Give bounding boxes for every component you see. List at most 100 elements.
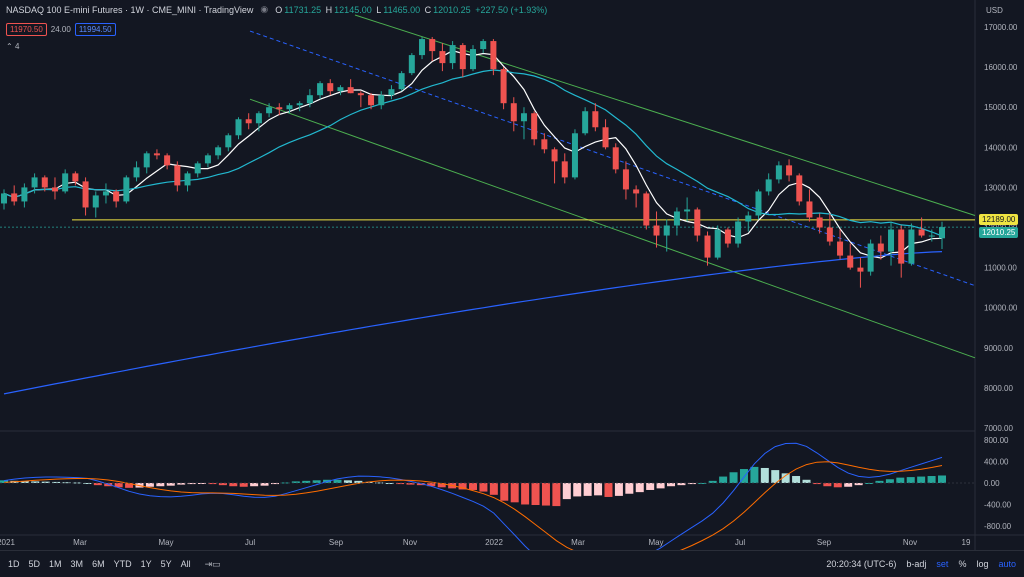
macd-histogram-bar — [844, 483, 853, 487]
candle-body — [765, 179, 772, 192]
candle-body — [520, 113, 527, 122]
timeframe-6m[interactable]: 6M — [92, 559, 105, 569]
date-range-icon[interactable]: ⇥▭ — [204, 558, 221, 569]
axis-currency[interactable]: USD — [986, 6, 1003, 15]
timeframe-5y[interactable]: 5Y — [160, 559, 172, 569]
macd-histogram-bar — [479, 483, 488, 492]
macd-histogram-bar — [166, 483, 175, 486]
macd-histogram-bar — [802, 479, 811, 483]
sell-button[interactable]: 11970.50 — [6, 23, 47, 36]
symbol-title[interactable]: NASDAQ 100 E-mini Futures · 1W · CME_MIN… — [6, 4, 254, 15]
macd-histogram-bar — [62, 482, 71, 484]
timeframe-ytd[interactable]: YTD — [113, 559, 132, 569]
candle-body — [286, 105, 293, 110]
macd-histogram-bar — [41, 481, 50, 483]
time-tick-label: Jul — [245, 538, 255, 547]
macd-tick-label: 800.00 — [984, 436, 1009, 445]
candle-body — [102, 191, 109, 196]
macd-histogram-bar — [218, 483, 227, 486]
timeframe-1m[interactable]: 1M — [49, 559, 62, 569]
macd-histogram-bar — [729, 472, 738, 483]
timeframe-buttons: 1D 5D 1M 3M 6M YTD 1Y 5Y All — [8, 559, 191, 569]
percent-toggle[interactable]: % — [958, 559, 967, 569]
set-toggle[interactable]: set — [936, 559, 949, 569]
close-label: C — [424, 4, 432, 15]
auto-toggle[interactable]: auto — [998, 559, 1016, 569]
timeframe-all[interactable]: All — [180, 559, 191, 569]
candle-body — [837, 241, 844, 256]
candle-body — [296, 103, 303, 106]
macd-histogram-bar — [771, 470, 780, 483]
visibility-eye-icon[interactable]: ◉ — [260, 4, 269, 14]
macd-histogram-bar — [938, 475, 946, 483]
macd-histogram-bar — [677, 483, 686, 486]
macd-histogram-bar — [541, 483, 550, 506]
macd-histogram-bar — [510, 483, 519, 503]
macd-histogram-bar — [917, 476, 926, 483]
timeframe-1d[interactable]: 1D — [8, 559, 20, 569]
macd-tick-label: -800.00 — [984, 522, 1012, 531]
candle-body — [531, 113, 538, 140]
low-value: 11465.00 — [383, 4, 421, 15]
candle-body — [500, 69, 507, 104]
candle-body — [490, 41, 497, 70]
time-tick-label: May — [158, 538, 173, 547]
candle-body — [653, 225, 660, 236]
macd-histogram-bar — [635, 483, 644, 493]
macd-histogram-bar — [875, 480, 884, 483]
candle-body — [786, 165, 793, 176]
timeframe-5d[interactable]: 5D — [28, 559, 41, 569]
macd-histogram-bar — [698, 483, 707, 484]
ohlc-values: O 11731.25 H 12145.00 L 11465.00 C 12010.25 … — [275, 5, 549, 15]
candle-body — [194, 163, 201, 174]
candle-body — [612, 147, 619, 170]
macd-histogram-bar — [552, 483, 561, 507]
timeframe-3m[interactable]: 3M — [70, 559, 84, 569]
candle-body — [663, 225, 670, 236]
log-toggle[interactable]: log — [976, 559, 989, 569]
macd-histogram-bar — [604, 483, 613, 497]
candle-body — [735, 221, 742, 244]
price-tick-label: 15000.00 — [984, 103, 1018, 112]
macd-histogram-bar — [823, 483, 832, 487]
candle-body — [724, 229, 731, 244]
candle-body — [775, 165, 782, 180]
time-tick-label: 2022 — [485, 538, 503, 547]
candle-body — [31, 177, 38, 188]
candle-body — [857, 267, 864, 272]
candle-body — [337, 87, 344, 92]
candle-body — [225, 135, 232, 148]
indicators-toggle[interactable]: ⌃ 4 — [6, 42, 19, 51]
macd-histogram-bar — [416, 483, 425, 486]
macd-histogram-bar — [375, 482, 384, 484]
candle-body — [898, 229, 905, 264]
macd-histogram-bar — [427, 483, 436, 487]
candle-body — [622, 169, 629, 190]
candle-body — [184, 173, 191, 186]
macd-histogram-bar — [312, 480, 321, 483]
macd-histogram-bar — [187, 483, 196, 485]
macd-histogram-bar — [83, 483, 92, 484]
macd-histogram-bar — [31, 481, 40, 483]
timeframe-1y[interactable]: 1Y — [140, 559, 152, 569]
macd-histogram-bar — [270, 483, 279, 485]
price-tick-label: 9000.00 — [984, 344, 1013, 353]
candle-body — [551, 149, 558, 162]
candle-body — [347, 87, 354, 94]
candle-body — [368, 95, 375, 106]
signal-line — [3, 461, 943, 563]
channel-lower-line — [249, 98, 976, 359]
candle-body — [704, 235, 711, 258]
macd-histogram-bar — [865, 483, 874, 484]
macd-histogram-bar — [583, 483, 592, 496]
clock[interactable]: 20:20:34 (UTC-6) — [826, 559, 897, 569]
macd-line — [3, 442, 943, 575]
candle-body — [266, 107, 273, 114]
time-tick-label: Mar — [73, 538, 87, 547]
buy-button[interactable]: 11994.50 — [74, 23, 116, 36]
badj-toggle[interactable]: b-adj — [906, 559, 927, 569]
candle-body — [908, 229, 915, 264]
candle-body — [592, 111, 599, 128]
macd-histogram-bar — [562, 483, 571, 500]
